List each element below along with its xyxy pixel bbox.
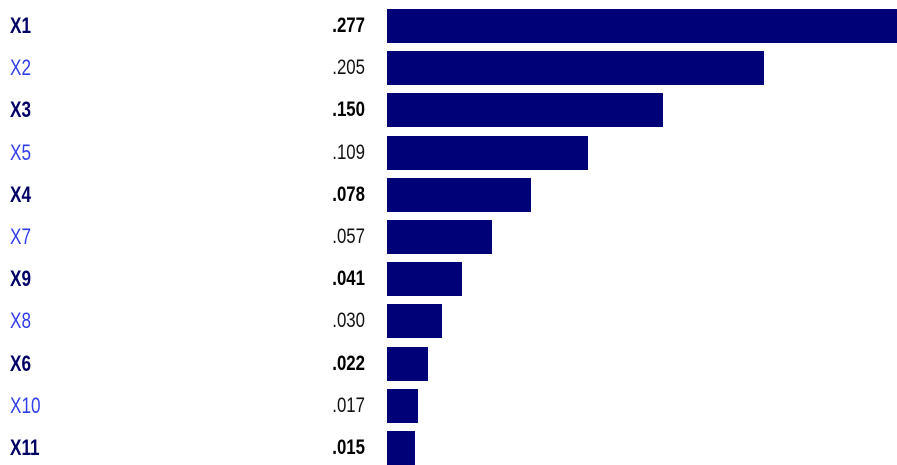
bar	[387, 262, 462, 296]
value-label: .015	[332, 436, 365, 459]
value-label: .057	[332, 225, 365, 248]
category-label: X3	[10, 97, 31, 122]
bar	[387, 178, 531, 212]
bar	[387, 136, 588, 170]
value-label: .150	[332, 98, 365, 121]
value-label: .078	[332, 183, 365, 206]
value-label: .277	[332, 14, 365, 37]
value-label: .022	[332, 352, 365, 375]
bar	[387, 304, 442, 338]
bar	[387, 220, 492, 254]
category-label: X1	[10, 13, 31, 38]
value-label: .109	[332, 141, 365, 164]
category-label: X10	[10, 393, 41, 418]
category-label: X8	[10, 308, 31, 333]
category-label: X7	[10, 224, 31, 249]
category-label: X6	[10, 351, 31, 376]
bar	[387, 9, 897, 43]
category-label: X4	[10, 182, 31, 207]
value-label: .205	[332, 56, 365, 79]
category-label: X2	[10, 55, 31, 80]
value-label: .017	[332, 394, 365, 417]
bar	[387, 431, 415, 465]
value-label: .041	[332, 267, 365, 290]
bar	[387, 389, 418, 423]
category-label: X9	[10, 266, 31, 291]
bar	[387, 51, 764, 85]
category-label: X11	[10, 435, 40, 460]
bar	[387, 93, 663, 127]
value-label: .030	[332, 309, 365, 332]
bar	[387, 347, 428, 381]
category-label: X5	[10, 140, 31, 165]
